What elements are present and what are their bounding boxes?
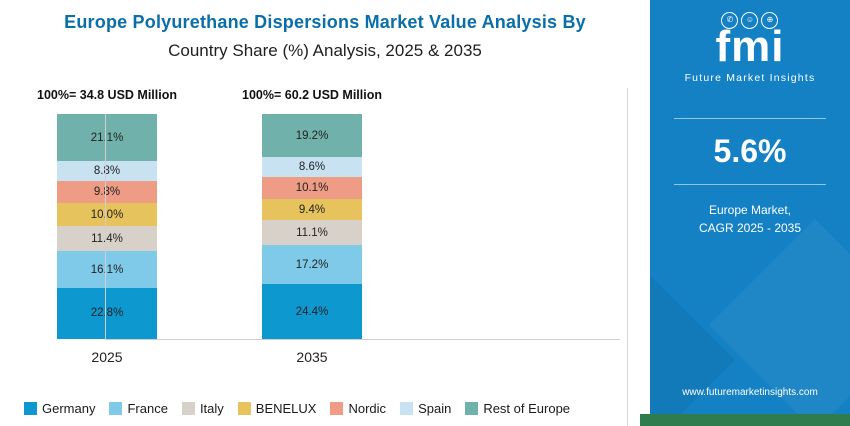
legend-item: France bbox=[109, 401, 168, 416]
fmi-logo-tagline: Future Market Insights bbox=[684, 72, 816, 84]
divider-line bbox=[674, 118, 826, 119]
legend-item: Italy bbox=[181, 401, 224, 416]
legend-item: Spain bbox=[400, 401, 451, 416]
bar-segment-rest-of-europe: 19.2% bbox=[262, 114, 362, 158]
bar-segment-nordic: 10.1% bbox=[262, 176, 362, 200]
bar-column: 100%= 34.8 USD Million 21.1% 8.8% 9.8% 10.0%… bbox=[37, 88, 177, 365]
legend-swatch bbox=[465, 402, 479, 415]
legend-label: Nordic bbox=[348, 401, 387, 416]
divider-line bbox=[674, 184, 826, 185]
x-tick-label: 2025 bbox=[91, 348, 123, 365]
y-axis-line bbox=[105, 114, 106, 340]
legend-swatch bbox=[237, 402, 251, 415]
page-subtitle: Country Share (%) Analysis, 2025 & 2035 bbox=[168, 41, 482, 60]
cagr-value: 5.6% bbox=[713, 133, 787, 169]
bar-segment-italy: 11.1% bbox=[262, 220, 362, 246]
page-title: Europe Polyurethane Dispersions Market V… bbox=[64, 12, 586, 32]
legend-label: BENELUX bbox=[255, 401, 317, 416]
segment-value-label: 19.2% bbox=[295, 129, 329, 142]
legend-label: France bbox=[127, 401, 168, 416]
segment-value-label: 17.2% bbox=[295, 258, 329, 271]
bar-column: 100%= 60.2 USD Million 19.2% 8.6% 10.1% 9.4%… bbox=[242, 88, 382, 365]
segment-value-label: 9.8% bbox=[93, 186, 121, 199]
stacked-bar: 19.2% 8.6% 10.1% 9.4% 11.1% 17.2% 24.4% bbox=[262, 114, 362, 339]
legend-item: BENELUX bbox=[237, 401, 317, 416]
panel-divider bbox=[627, 88, 628, 426]
brand-sidebar: ✆ ☺ ⊕ fmi Future Market Insights 5.6% Eu… bbox=[650, 0, 850, 414]
bar-segment-nordic: 9.8% bbox=[57, 181, 157, 204]
bar-segment-spain: 8.6% bbox=[262, 157, 362, 177]
bars-area: 100%= 34.8 USD Million 21.1% 8.8% 9.8% 10.0%… bbox=[0, 88, 627, 365]
cagr-caption: Europe Market, CAGR 2025 - 2035 bbox=[699, 201, 801, 237]
legend-label: Spain bbox=[418, 401, 452, 416]
stacked-bar: 21.1% 8.8% 9.8% 10.0% 11.4% 16.1% 22.8% bbox=[57, 114, 157, 339]
x-axis-line bbox=[105, 339, 620, 340]
legend-swatch bbox=[24, 402, 37, 415]
legend-item: Rest of Europe bbox=[465, 401, 570, 416]
segment-value-label: 11.1% bbox=[296, 226, 328, 239]
chart-panel: Europe Polyurethane Dispersions Market V… bbox=[0, 0, 650, 426]
bar-segment-germany: 24.4% bbox=[262, 284, 362, 339]
legend-swatch bbox=[109, 402, 123, 415]
segment-value-label: 21.1% bbox=[90, 131, 124, 144]
accent-bar bbox=[640, 414, 850, 426]
bar-total-label: 100%= 34.8 USD Million bbox=[37, 88, 177, 102]
bar-segment-rest-of-europe: 21.1% bbox=[57, 114, 157, 162]
segment-value-label: 8.6% bbox=[298, 160, 326, 173]
segment-value-label: 24.4% bbox=[295, 305, 329, 318]
chart-legend: Germany France Italy BENELUX Nordic Spain Rest… bbox=[24, 401, 570, 416]
cagr-caption-line2: CAGR 2025 - 2035 bbox=[698, 221, 802, 235]
website-link[interactable]: www.futuremarketinsights.com bbox=[682, 387, 818, 398]
header: Europe Polyurethane Dispersions Market V… bbox=[0, 0, 650, 61]
legend-swatch bbox=[330, 402, 344, 415]
fmi-logo-icons: ✆ ☺ ⊕ bbox=[685, 12, 816, 29]
legend-label: Germany bbox=[42, 401, 96, 416]
bar-total-label: 100%= 60.2 USD Million bbox=[242, 88, 382, 103]
legend-swatch bbox=[181, 402, 195, 415]
x-tick-label: 2035 bbox=[296, 348, 328, 365]
legend-item: Germany bbox=[24, 401, 95, 416]
bar-segment-france: 16.1% bbox=[57, 251, 157, 288]
phone-icon: ✆ bbox=[721, 12, 739, 29]
segment-value-label: 8.8% bbox=[93, 165, 121, 178]
fmi-logo: ✆ ☺ ⊕ fmi Future Market Insights bbox=[685, 12, 816, 84]
segment-value-label: 11.4% bbox=[91, 232, 123, 245]
globe-icon: ⊕ bbox=[761, 12, 779, 29]
legend-swatch bbox=[400, 402, 414, 415]
decorative-shape bbox=[708, 218, 850, 414]
legend-label: Italy bbox=[199, 401, 224, 416]
fmi-logo-text: fmi bbox=[715, 22, 785, 71]
segment-value-label: 16.1% bbox=[90, 263, 124, 276]
bar-segment-benelux: 9.4% bbox=[262, 199, 362, 221]
person-icon: ☺ bbox=[741, 12, 759, 29]
legend-label: Rest of Europe bbox=[483, 401, 571, 416]
cagr-caption-line1: Europe Market, bbox=[708, 203, 792, 217]
bar-segment-benelux: 10.0% bbox=[57, 203, 157, 226]
segment-value-label: 10.0% bbox=[90, 208, 124, 221]
segment-value-label: 22.8% bbox=[90, 307, 124, 320]
segment-value-label: 9.4% bbox=[298, 203, 326, 216]
bar-segment-france: 17.2% bbox=[262, 245, 362, 285]
bar-segment-italy: 11.4% bbox=[57, 225, 157, 252]
legend-item: Nordic bbox=[330, 401, 386, 416]
bar-segment-germany: 22.8% bbox=[57, 287, 157, 339]
bar-segment-spain: 8.8% bbox=[57, 161, 157, 182]
stacked-bar-chart: 100%= 34.8 USD Million 21.1% 8.8% 9.8% 10.0%… bbox=[0, 88, 627, 365]
segment-value-label: 10.1% bbox=[295, 181, 329, 194]
